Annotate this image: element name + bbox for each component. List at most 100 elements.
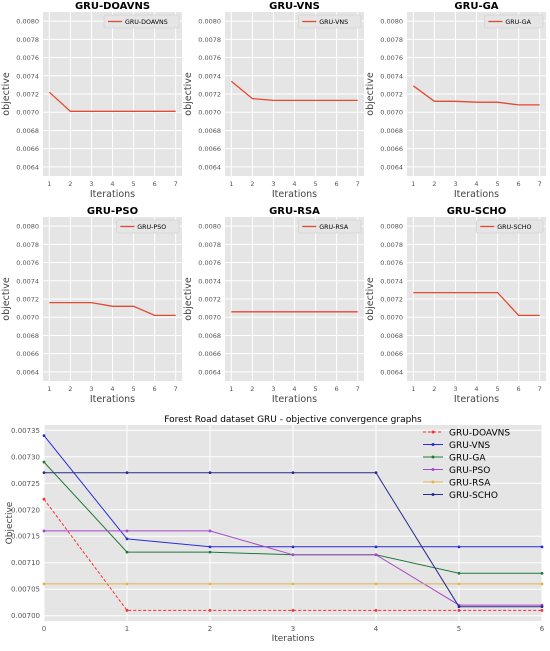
y-tick-label: 0.0074 [380, 277, 403, 285]
y-tick-label: 0.0066 [380, 350, 403, 358]
y-tick-label: 0.00710 [11, 559, 40, 567]
legend-marker [431, 493, 435, 496]
data-point [208, 582, 212, 586]
y-tick-label: 0.0074 [380, 72, 403, 80]
series-line [413, 291, 540, 317]
y-tick-label: 0.0080 [380, 223, 403, 231]
y-tick-label: 0.0078 [380, 241, 403, 249]
y-tick-label: 0.0072 [198, 296, 221, 304]
y-tick-label: 0.0078 [16, 241, 39, 249]
legend-label: GRU-DOAVNS [125, 19, 168, 26]
x-tick-label: 6 [153, 385, 157, 393]
y-tick-label: 0.0074 [16, 72, 39, 80]
x-tick-label: 4 [474, 180, 478, 188]
y-tick-label: 0.0070 [198, 109, 221, 117]
x-tick-label: 4 [110, 180, 114, 188]
legend-label: GRU-VNS [319, 19, 348, 26]
y-tick-label: 0.0068 [16, 127, 39, 135]
data-point [125, 471, 129, 475]
y-tick-label: 0.0078 [198, 36, 221, 44]
y-tick-label: 0.0076 [198, 259, 221, 267]
y-tick-label: 0.0072 [380, 296, 403, 304]
data-point [457, 545, 461, 549]
y-tick-label: 0.0074 [198, 277, 221, 285]
data-point [42, 497, 46, 501]
x-tick-label: 6 [335, 180, 339, 188]
legend-marker [431, 468, 435, 471]
legend-label: GRU-PSO [137, 224, 166, 231]
data-point [374, 582, 378, 586]
y-tick-label: 0.0080 [16, 223, 39, 231]
legend-marker [431, 480, 435, 484]
x-tick-label: 5 [457, 625, 461, 633]
data-point [208, 529, 212, 533]
x-tick-label: 5 [313, 385, 317, 393]
y-tick-label: 0.0074 [16, 277, 39, 285]
x-tick-label: 4 [110, 385, 114, 393]
y-tick-label: 0.0080 [198, 18, 221, 26]
x-axis-label: Iterations [272, 394, 317, 405]
y-tick-label: 0.0072 [198, 91, 221, 99]
legend-label: GRU-SCHO [449, 491, 498, 501]
y-tick-label: 0.00705 [11, 586, 40, 594]
x-tick-label: 2 [250, 180, 254, 188]
y-axis-label: Objective [5, 501, 15, 544]
data-point [208, 609, 212, 612]
y-tick-label: 0.0072 [380, 91, 403, 99]
data-point [374, 545, 378, 549]
x-tick-label: 6 [540, 625, 545, 633]
x-tick-label: 4 [292, 180, 296, 188]
chart-6: 0.00700 0.00705 0.00710 0.00715 0.00720 0.007… [5, 415, 545, 644]
chart-3: 0.0064 0.0066 0.0068 0.0070 0.0072 0.0074 0.00… [1, 206, 182, 405]
y-tick-label: 0.0068 [380, 127, 403, 135]
x-tick-label: 3 [271, 385, 275, 393]
legend-label: GRU-GA [505, 19, 531, 26]
y-axis-label: objective [1, 72, 12, 116]
y-tick-label: 0.0070 [380, 314, 403, 322]
x-tick-label: 7 [356, 385, 360, 393]
legend-box [116, 219, 180, 234]
y-tick-label: 0.0068 [380, 332, 403, 340]
x-tick-label: 3 [271, 180, 275, 188]
chart-title: GRU-GA [454, 1, 498, 12]
x-tick-label: 5 [495, 180, 499, 188]
y-tick-label: 0.0066 [16, 145, 39, 153]
x-tick-label: 1 [411, 180, 415, 188]
data-point [125, 582, 129, 586]
data-point [457, 571, 461, 575]
data-point [540, 545, 544, 549]
y-tick-label: 0.00735 [11, 427, 40, 435]
legend-marker [431, 455, 435, 459]
data-point [42, 529, 46, 533]
y-tick-label: 0.0074 [198, 72, 221, 80]
x-axis-label: Iterations [90, 189, 135, 200]
chart-title: GRU-SCHO [447, 206, 507, 217]
x-tick-label: 1 [411, 385, 415, 393]
y-tick-label: 0.0068 [198, 127, 221, 135]
series-line [230, 80, 358, 102]
y-tick-label: 0.0076 [198, 54, 221, 62]
x-tick-label: 5 [131, 385, 135, 393]
legend-box [475, 219, 544, 234]
x-tick-label: 3 [89, 180, 93, 188]
data-point [42, 434, 46, 437]
legend-box [484, 14, 544, 29]
data-point [208, 550, 212, 554]
data-point [374, 553, 378, 557]
y-tick-label: 0.0076 [16, 54, 39, 62]
y-tick-label: 0.0068 [16, 332, 39, 340]
x-tick-label: 3 [453, 180, 457, 188]
chart-title: GRU-PSO [87, 206, 138, 217]
data-point [125, 537, 129, 541]
legend-label: GRU-GA [449, 454, 486, 464]
y-axis-label: objective [365, 277, 376, 321]
x-axis-label: Iterations [454, 189, 499, 200]
y-tick-label: 0.0064 [380, 163, 403, 171]
x-tick-label: 3 [291, 625, 295, 633]
data-point [540, 609, 544, 612]
chart-title: GRU-RSA [269, 206, 320, 217]
y-tick-label: 0.00720 [11, 506, 40, 514]
y-tick-label: 0.0070 [16, 314, 39, 322]
data-point [291, 582, 295, 586]
